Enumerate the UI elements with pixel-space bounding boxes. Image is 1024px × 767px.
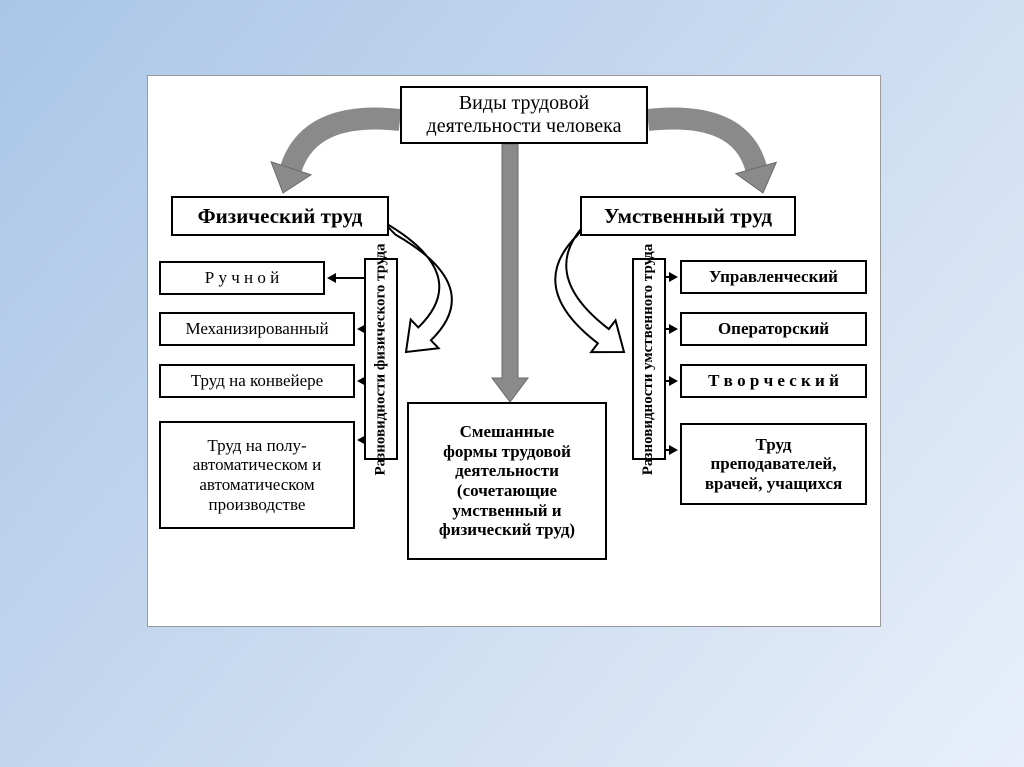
vertical-label-physical-text: Разновидности физического труда <box>373 243 390 475</box>
node-ment-creative-text: Т в о р ч е с к и й <box>708 371 839 391</box>
node-ment-teach: Трудпреподавателей,врачей, учащихся <box>680 423 867 505</box>
node-mixed-text: Смешанныеформы трудовойдеятельности(соче… <box>439 422 575 539</box>
node-ment-creative: Т в о р ч е с к и й <box>680 364 867 398</box>
node-phys-mech: Механизированный <box>159 312 355 346</box>
node-ment-operator-text: Операторский <box>718 319 829 339</box>
node-root: Виды трудовой деятельности человека <box>400 86 648 144</box>
node-phys-conveyor-text: Труд на конвейере <box>191 371 323 391</box>
node-ment-manage: Управленческий <box>680 260 867 294</box>
node-mental: Умственный труд <box>580 196 796 236</box>
node-root-text: Виды трудовой деятельности человека <box>408 92 640 138</box>
node-phys-manual: Р у ч н о й <box>159 261 325 295</box>
node-ment-operator: Операторский <box>680 312 867 346</box>
node-physical-text: Физический труд <box>198 204 363 228</box>
node-phys-auto-text: Труд на полу-автоматическом иавтоматичес… <box>193 436 322 514</box>
vertical-label-mental-text: Разновидности умственного труда <box>641 243 658 474</box>
node-ment-teach-text: Трудпреподавателей,врачей, учащихся <box>705 435 842 494</box>
node-phys-auto: Труд на полу-автоматическом иавтоматичес… <box>159 421 355 529</box>
vertical-label-mental: Разновидности умственного труда <box>632 258 666 460</box>
vertical-label-physical: Разновидности физического труда <box>364 258 398 460</box>
node-ment-manage-text: Управленческий <box>709 267 838 287</box>
node-phys-manual-text: Р у ч н о й <box>205 268 279 288</box>
node-phys-mech-text: Механизированный <box>185 319 328 339</box>
node-phys-conveyor: Труд на конвейере <box>159 364 355 398</box>
node-mental-text: Умственный труд <box>604 204 772 228</box>
diagram-stage: Виды трудовой деятельности человека Физи… <box>0 0 1024 767</box>
node-mixed: Смешанныеформы трудовойдеятельности(соче… <box>407 402 607 560</box>
node-physical: Физический труд <box>171 196 389 236</box>
